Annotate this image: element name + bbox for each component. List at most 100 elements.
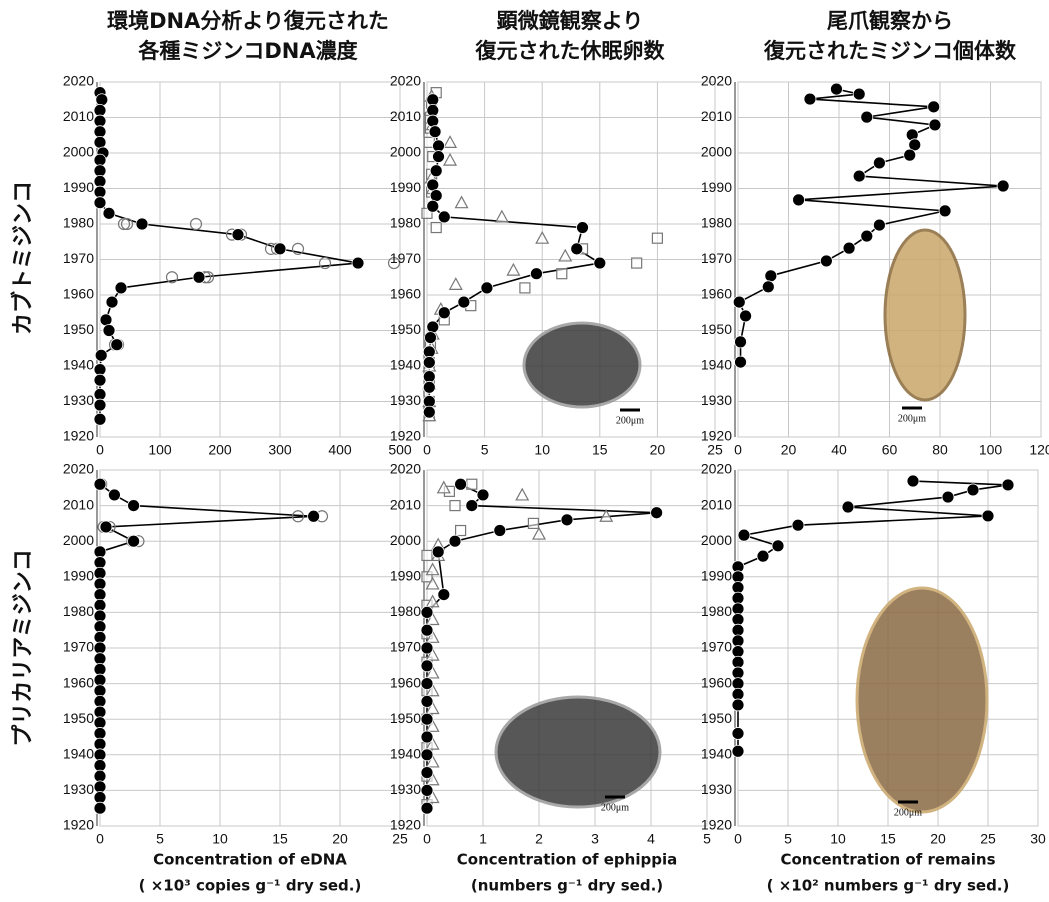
column-title: 顕微鏡観察より [497,9,644,33]
y-tick-label: 1990 [63,179,94,195]
marker [904,149,916,161]
y-tick-label: 2000 [63,144,94,160]
x-tick-label: 10 [212,831,228,847]
marker [421,695,433,707]
marker [772,540,784,552]
marker [100,314,112,326]
y-tick-label: 1970 [390,639,421,655]
y-tick-label: 1930 [701,392,732,408]
marker [450,501,460,511]
y-tick-label: 1950 [701,321,732,337]
marker [136,218,148,230]
x-tick-label: 10 [830,831,846,847]
y-tick-label: 2000 [390,532,421,548]
marker [94,792,106,804]
y-tick-label: 1930 [390,781,421,797]
marker [94,717,106,729]
marker [449,535,461,547]
marker [95,349,107,361]
marker [308,510,320,522]
marker [111,339,123,351]
marker [732,614,744,626]
y-tick-label: 1980 [390,603,421,619]
y-tick-label: 1920 [390,428,421,444]
marker [427,94,439,106]
x-tick-label: 0 [423,442,431,458]
x-axis-label: ( ×10² numbers g⁻¹ dry sed.) [767,877,1010,895]
marker [520,283,530,293]
scale-label: 200μm [894,807,922,818]
y-tick-label: 1980 [701,215,732,231]
marker [421,624,433,636]
y-tick-label: 1940 [390,357,421,373]
x-tick-label: 120 [1029,442,1049,458]
marker [907,475,919,487]
y-tick-label: 1990 [390,568,421,584]
column-title: 各種ミジンコDNA濃度 [137,39,357,63]
x-tick-label: 5 [784,831,792,847]
y-tick-label: 1920 [390,817,421,833]
marker [433,140,445,152]
y-tick-label: 1960 [390,286,421,302]
x-tick-label: 0 [96,442,104,458]
y-tick-label: 1970 [701,250,732,266]
x-tick-label: 15 [880,831,896,847]
marker [594,257,606,269]
marker [103,207,115,219]
x-axis-label: Concentration of ephippia [457,851,677,869]
x-tick-label: 0 [734,442,742,458]
marker [429,126,441,138]
marker [94,631,106,643]
marker [561,514,573,526]
marker [94,399,106,411]
marker [939,205,951,217]
marker [432,546,444,558]
column-title: 尾爪観察から [827,9,953,33]
marker [421,767,433,779]
marker [94,781,106,793]
x-tick-label: 500 [388,442,412,458]
scale-label: 200μm [898,413,926,424]
marker [94,186,106,198]
marker [427,321,439,333]
marker [804,93,816,105]
y-tick-label: 1950 [390,710,421,726]
marker [94,621,106,633]
y-tick-label: 1930 [701,781,732,797]
y-tick-label: 2020 [390,73,421,89]
y-tick-label: 1980 [63,215,94,231]
marker [467,479,477,489]
y-tick-label: 1940 [701,746,732,762]
y-tick-label: 1950 [390,321,421,337]
x-tick-label: 100 [979,442,1003,458]
y-tick-label: 2020 [63,461,94,477]
x-tick-label: 1 [479,831,487,847]
y-tick-label: 1980 [701,603,732,619]
marker [94,599,106,611]
marker [423,381,435,393]
y-tick-label: 2010 [390,496,421,512]
marker [94,738,106,750]
x-tick-label: 4 [647,831,655,847]
x-tick-label: 15 [592,442,608,458]
marker [423,356,435,368]
marker [732,624,744,636]
marker [94,126,106,138]
marker [94,557,106,569]
y-tick-label: 1940 [701,357,732,373]
marker [421,713,433,725]
y-tick-label: 1950 [63,321,94,337]
marker [433,151,445,163]
marker [94,104,106,116]
marker [115,282,127,294]
marker [494,525,506,537]
marker [577,222,589,234]
y-tick-label: 1960 [63,286,94,302]
specimen-image [885,230,965,400]
marker [94,478,106,490]
x-tick-label: 25 [707,442,723,458]
y-tick-label: 1960 [701,674,732,690]
marker [820,255,832,267]
y-tick-label: 2010 [63,496,94,512]
marker [652,233,662,243]
